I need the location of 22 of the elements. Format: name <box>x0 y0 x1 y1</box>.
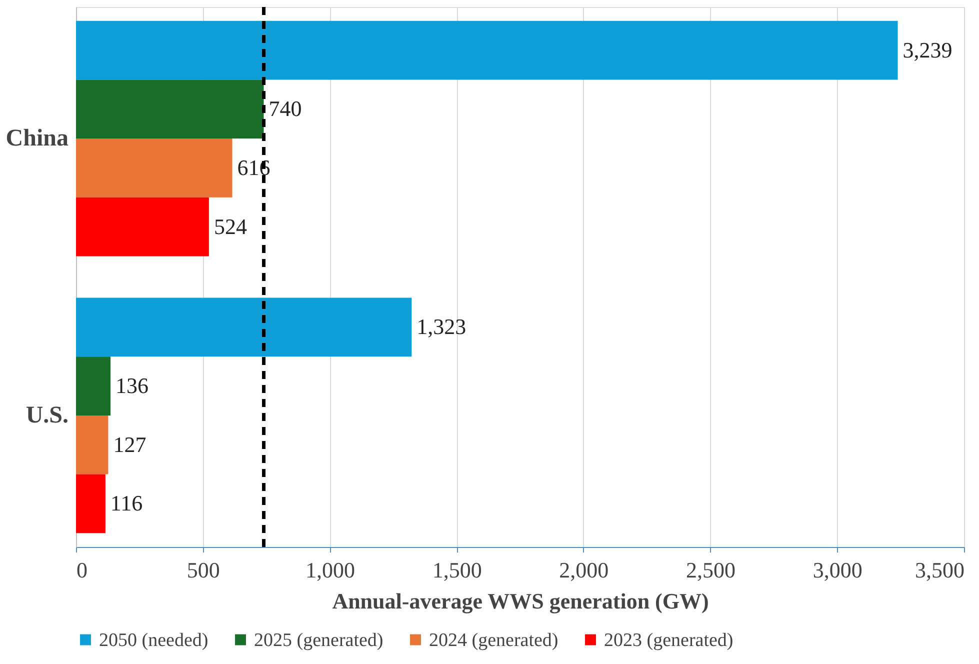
data-label: 740 <box>268 96 302 122</box>
legend-label: 2024 (generated) <box>429 630 558 651</box>
data-label: 136 <box>116 373 149 398</box>
x-tick-label: 500 <box>186 558 220 582</box>
data-label: 524 <box>214 214 247 239</box>
data-label: 3,239 <box>902 37 952 62</box>
data-label: 116 <box>110 490 143 516</box>
y-tick-label: China <box>6 126 68 152</box>
y-tick-label: U.S. <box>26 402 68 428</box>
legend-label: 2023 (generated) <box>604 630 734 651</box>
x-tick-label: 2,000 <box>559 558 609 582</box>
data-label: 127 <box>113 432 146 457</box>
x-tick-label: 1,000 <box>305 558 355 582</box>
x-axis-title: Annual-average WWS generation (GW) <box>332 588 709 614</box>
x-tick-label: 1,500 <box>432 558 482 582</box>
x-tick-label: 0 <box>76 558 88 582</box>
data-label: 1,323 <box>416 314 466 340</box>
legend-label: 2025 (generated) <box>254 630 384 651</box>
x-tick-label: 3,000 <box>812 558 862 582</box>
legend-label: 2050 (needed) <box>99 630 208 651</box>
x-tick-label: 2,500 <box>686 558 736 582</box>
x-tick-label: 3,500 <box>915 558 964 582</box>
